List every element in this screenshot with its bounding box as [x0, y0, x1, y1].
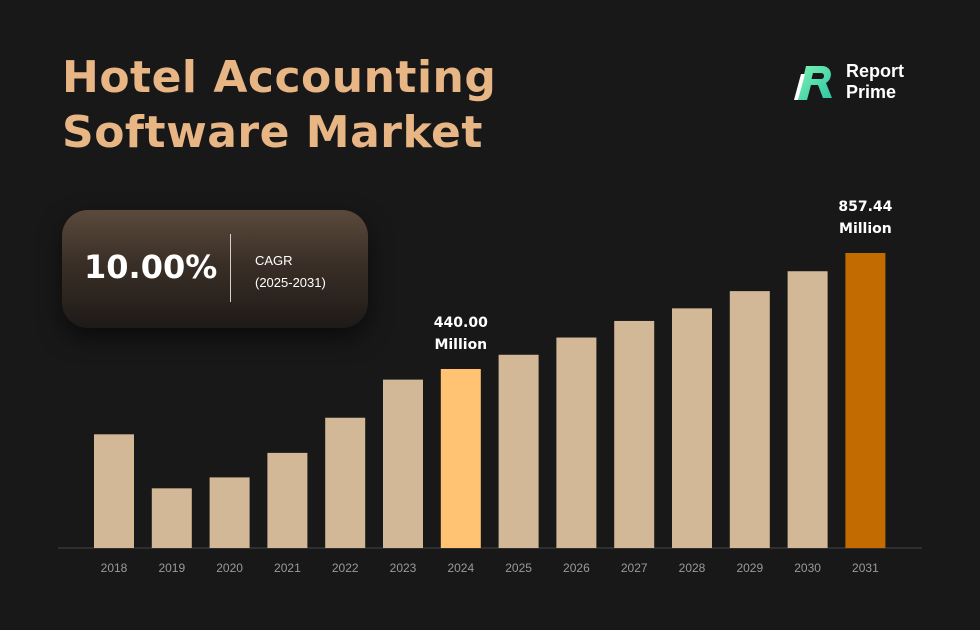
- cagr-label-line-2: (2025-2031): [255, 275, 326, 290]
- cagr-divider: [230, 234, 231, 302]
- x-tick-label-2019: 2019: [158, 561, 185, 575]
- cagr-card: 10.00% CAGR (2025-2031): [62, 210, 368, 328]
- cagr-label-line-1: CAGR: [255, 253, 293, 268]
- data-label-2031-line-2: Million: [839, 221, 892, 237]
- x-tick-label-2027: 2027: [621, 561, 648, 575]
- x-tick-label-2020: 2020: [216, 561, 243, 575]
- x-tick-label-2029: 2029: [736, 561, 763, 575]
- report-prime-logo-icon: [794, 66, 832, 100]
- brand-line-1: Report: [846, 61, 904, 81]
- x-tick-label-2022: 2022: [332, 561, 359, 575]
- bar-2025: [498, 354, 539, 548]
- bar-2019: [151, 488, 192, 548]
- x-tick-label-2031: 2031: [852, 561, 879, 575]
- x-tick-label-2021: 2021: [274, 561, 301, 575]
- x-tick-label-2028: 2028: [679, 561, 706, 575]
- data-label-2031-line-1: 857.44: [838, 199, 892, 215]
- bar-2028: [672, 308, 712, 548]
- x-tick-label-2025: 2025: [505, 561, 532, 575]
- x-tick-label-2024: 2024: [447, 561, 474, 575]
- bar-2030: [787, 271, 828, 548]
- bar-2023: [383, 379, 423, 548]
- cagr-value: 10.00%: [84, 248, 218, 286]
- bar-2022: [325, 417, 366, 548]
- x-tick-label-2026: 2026: [563, 561, 590, 575]
- x-tick-label-2023: 2023: [390, 561, 417, 575]
- title-line-2: Software Market: [62, 107, 483, 158]
- bar-2018: [94, 434, 134, 548]
- brand-logo: Report Prime: [792, 60, 904, 104]
- data-label-2024-line-1: 440.00: [434, 315, 488, 331]
- bar-2026: [556, 337, 597, 548]
- x-tick-label-2018: 2018: [101, 561, 128, 575]
- title-line-1: Hotel Accounting: [62, 52, 497, 103]
- brand-line-2: Prime: [846, 82, 897, 102]
- data-label-2024-line-2: Million: [434, 337, 487, 353]
- cagr-label: CAGR (2025-2031): [255, 250, 326, 294]
- bar-2024: [440, 369, 481, 548]
- bar-2027: [614, 320, 655, 548]
- x-tick-label-2030: 2030: [794, 561, 821, 575]
- bar-2031: [845, 253, 886, 548]
- brand-name: Report Prime: [846, 61, 904, 103]
- bar-2021: [267, 452, 308, 548]
- bar-2020: [209, 477, 250, 548]
- chart-title: Hotel Accounting Software Market: [62, 50, 496, 160]
- bar-2029: [729, 291, 770, 548]
